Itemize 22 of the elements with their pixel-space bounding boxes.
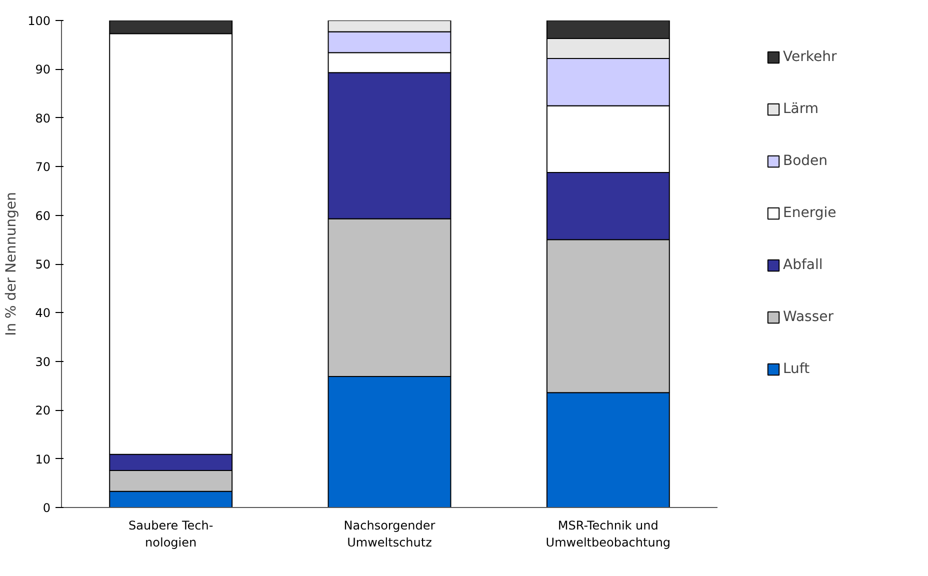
legend-label: Abfall bbox=[783, 257, 823, 273]
legend-label: Verkehr bbox=[783, 49, 837, 65]
y-tick-label: 10 bbox=[35, 452, 51, 466]
y-tick-label: 90 bbox=[35, 62, 51, 77]
y-tick-label: 30 bbox=[35, 354, 51, 369]
legend-label: Lärm bbox=[783, 101, 819, 117]
x-tick-label: Saubere Tech- nologien bbox=[128, 518, 214, 550]
y-tick-label: 100 bbox=[28, 14, 50, 28]
x-tick-label: MSR-Technik und Umweltbeobachtung bbox=[546, 518, 671, 550]
legend-label: Luft bbox=[783, 361, 810, 377]
y-tick-label: 40 bbox=[35, 306, 51, 320]
legend-label: Boden bbox=[783, 153, 828, 169]
y-tick-label: 80 bbox=[35, 111, 51, 126]
legend-label: Energie bbox=[783, 205, 836, 221]
x-tick-label: Nachsorgender Umweltschutz bbox=[344, 518, 436, 550]
y-axis-title: In % der Nennungen bbox=[4, 192, 20, 336]
legend-label: Wasser bbox=[783, 309, 834, 325]
y-tick-label: 0 bbox=[42, 501, 51, 515]
y-tick-label: 50 bbox=[35, 258, 51, 272]
y-tick-label: 70 bbox=[35, 160, 51, 174]
y-tick-label: 60 bbox=[35, 208, 51, 223]
y-tick-label: 20 bbox=[35, 404, 51, 418]
